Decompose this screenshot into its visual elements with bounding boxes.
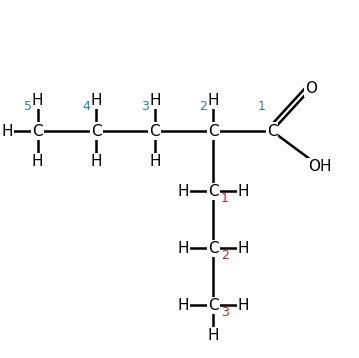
Text: H: H [32,154,43,169]
Text: H: H [177,297,189,313]
Text: C: C [208,184,219,199]
Text: 5: 5 [24,100,32,113]
Text: H: H [177,184,189,199]
Text: H: H [177,241,189,256]
Text: O: O [305,81,317,96]
Text: 3: 3 [141,100,149,113]
Text: 3: 3 [221,306,229,319]
Text: H: H [149,93,160,108]
Text: H: H [208,93,219,108]
Text: OH: OH [308,159,332,174]
Text: C: C [208,297,219,313]
Text: H: H [208,328,219,343]
Text: C: C [32,124,43,139]
Text: 2: 2 [221,249,229,262]
Text: H: H [238,184,250,199]
Text: 1: 1 [258,100,266,113]
Text: H: H [90,154,102,169]
Text: C: C [267,124,278,139]
Text: 4: 4 [82,100,90,113]
Text: H: H [90,93,102,108]
Text: H: H [238,297,250,313]
Text: C: C [149,124,160,139]
Text: H: H [32,93,43,108]
Text: C: C [208,241,219,256]
Text: 1: 1 [221,192,229,205]
Text: H: H [238,241,250,256]
Text: 2: 2 [200,100,208,113]
Text: C: C [91,124,102,139]
Text: H: H [2,124,13,139]
Text: C: C [208,124,219,139]
Text: H: H [149,154,160,169]
